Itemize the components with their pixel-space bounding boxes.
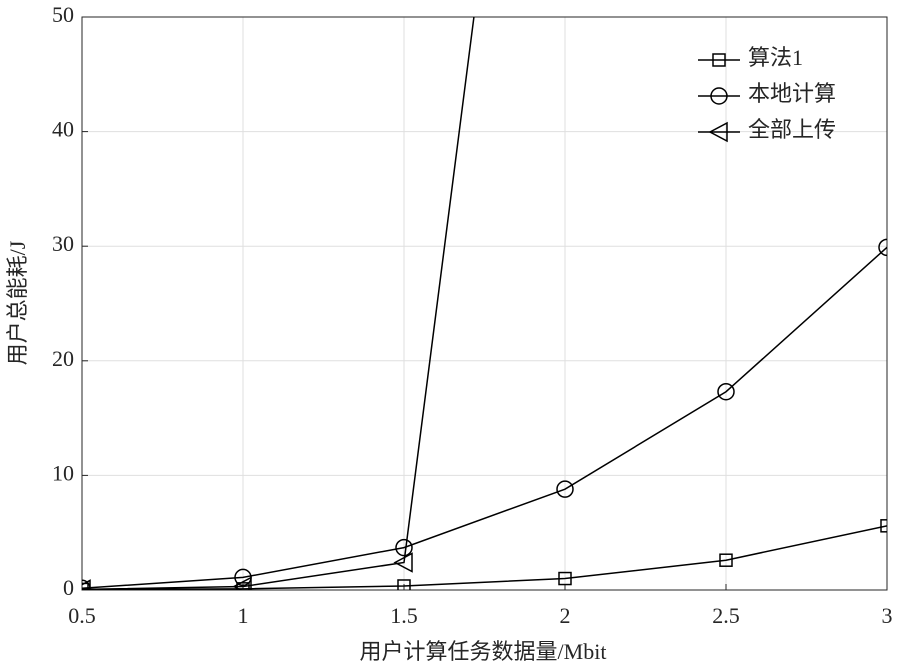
x-tick-label: 2 xyxy=(560,603,571,628)
plot-area xyxy=(82,17,887,590)
marker xyxy=(880,519,887,533)
marker xyxy=(710,87,728,105)
series-line xyxy=(82,246,887,590)
y-tick-label: 20 xyxy=(52,346,74,371)
x-tick-label: 1.5 xyxy=(390,603,418,628)
marker xyxy=(717,382,735,401)
y-axis-label: 用户总能耗/J xyxy=(5,240,30,365)
x-tick-label: 1 xyxy=(238,603,249,628)
marker xyxy=(82,579,91,590)
marker xyxy=(395,538,413,557)
marker xyxy=(708,121,728,143)
x-axis-label: 用户计算任务数据量/Mbit xyxy=(360,639,607,664)
y-tick-label: 40 xyxy=(52,117,74,142)
y-tick-label: 50 xyxy=(52,2,74,27)
marker xyxy=(558,571,572,586)
series-line xyxy=(82,17,475,590)
plot-frame xyxy=(81,16,888,591)
legend-label: 全部上传 xyxy=(748,117,836,142)
marker xyxy=(232,576,252,590)
x-tick-label: 3 xyxy=(882,603,893,628)
y-tick-label: 0 xyxy=(63,575,74,600)
marker xyxy=(719,553,733,567)
legend-label: 本地计算 xyxy=(748,81,836,106)
marker xyxy=(712,53,726,67)
marker xyxy=(397,579,411,590)
marker xyxy=(556,480,574,498)
x-tick-label: 0.5 xyxy=(68,603,96,628)
series-line xyxy=(82,525,887,590)
marker xyxy=(878,238,887,257)
y-tick-label: 30 xyxy=(52,231,74,256)
legend-label: 算法1 xyxy=(748,45,803,70)
x-tick-label: 2.5 xyxy=(712,603,740,628)
y-tick-label: 10 xyxy=(52,460,74,485)
marker xyxy=(393,552,413,573)
